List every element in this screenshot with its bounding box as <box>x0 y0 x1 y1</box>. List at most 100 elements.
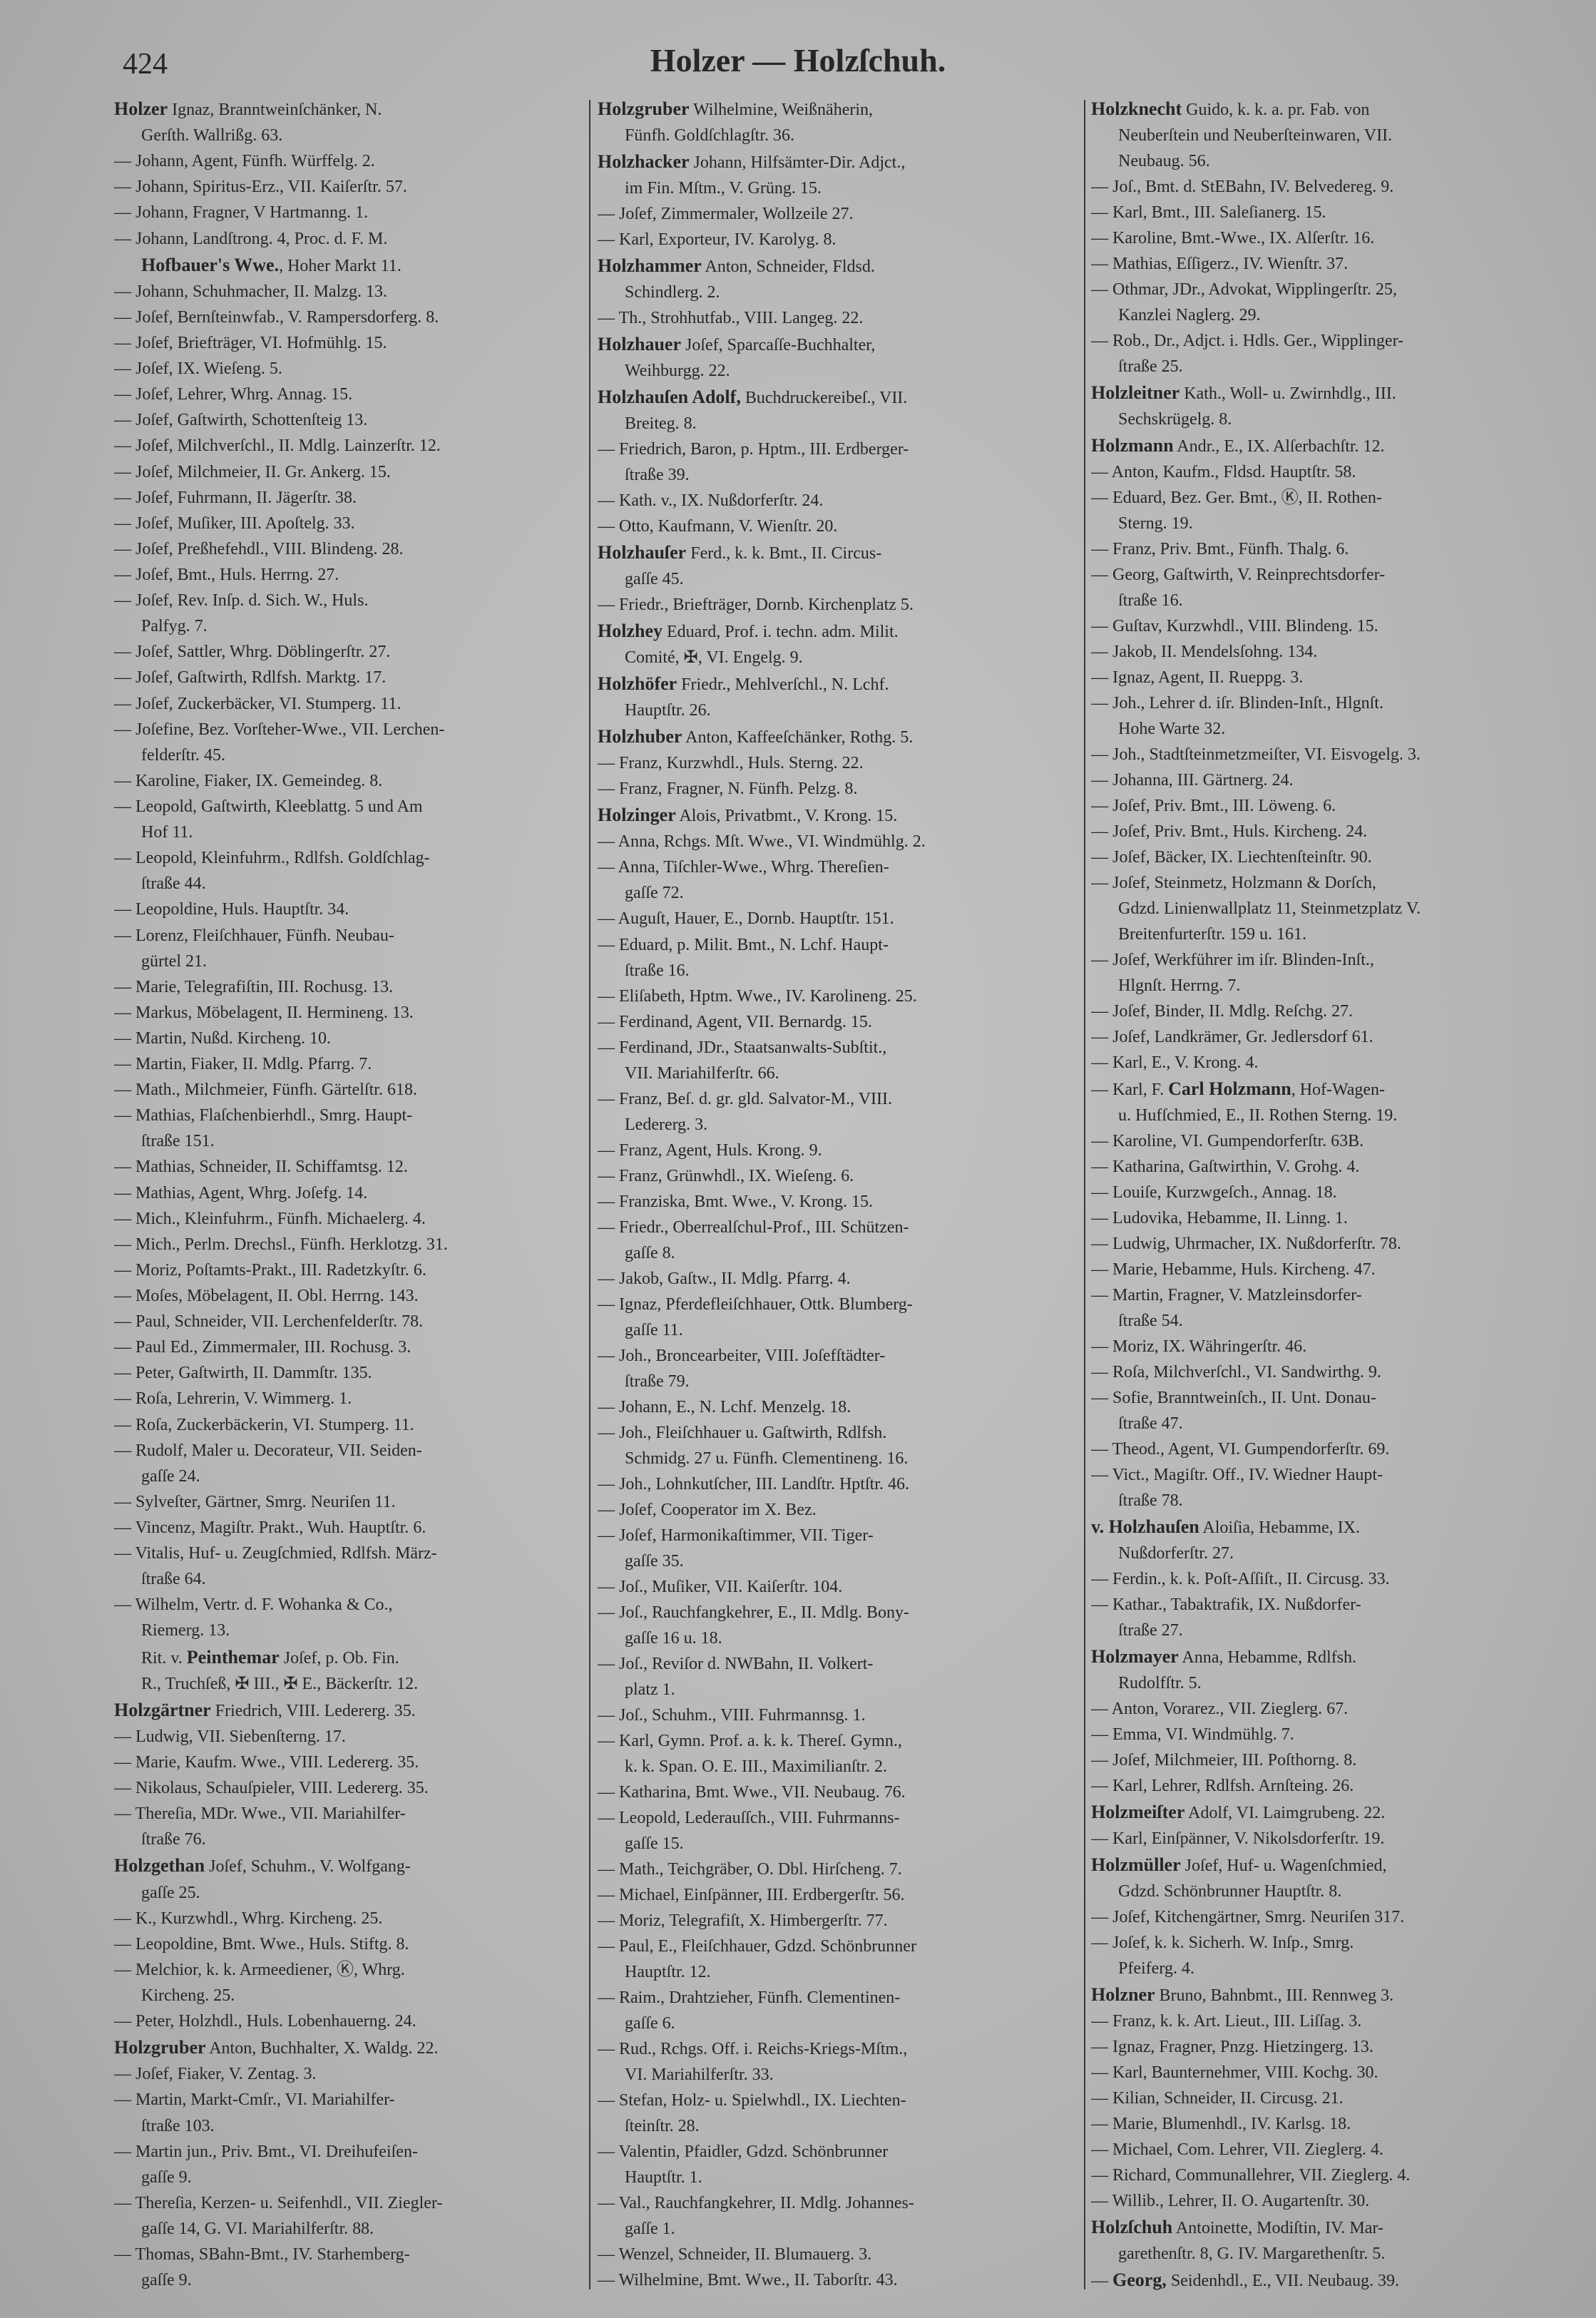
entry-details: , Hoher Markt 11. <box>279 256 401 275</box>
entry-details: , Hof-Wagen- <box>1291 1081 1386 1099</box>
directory-line: — Anna, Tiſchler-Wwe., Whrg. Thereſien- <box>598 858 889 877</box>
directory-line: — Michael, Einſpänner, III. Erdbergerſtr… <box>598 1886 905 1905</box>
directory-line: Holzgärtner Friedrich, VIII. Ledererg. 3… <box>114 1700 585 1722</box>
directory-line: — Karl, Bmt., III. Saleſianerg. 15. <box>1091 203 1326 222</box>
directory-line: — Joſef, Bmt., Huls. Herrng. 27. <box>114 565 339 584</box>
directory-line: — Othmar, JDr., Advokat, Wipplingerſtr. … <box>1091 280 1397 299</box>
directory-line: — Johann, Landſtrong. 4, Proc. d. F. M. <box>114 229 388 248</box>
column-2: Holzgruber Wilhelmine, Weißnäherin, Fünfh… <box>598 98 1080 2292</box>
directory-line: — Joſef, Gaſtwirth, Schottenſteig 13. <box>114 411 368 430</box>
directory-line: — Joſef, Bernſteinwfab., V. Rampersdorfe… <box>114 307 439 327</box>
directory-line: Gerſth. Wallrißg. 63. <box>141 126 283 145</box>
directory-line: — Mathias, Eſſigerz., IV. Wienſtr. 37. <box>1091 255 1349 273</box>
directory-line: — Ignaz, Pferdefleiſchhauer, Ottk. Blumb… <box>598 1295 913 1314</box>
directory-line: — Moſes, Möbelagent, II. Obl. Herrng. 14… <box>114 1287 419 1306</box>
directory-line: Pfeiferg. 4. <box>1118 1959 1195 1978</box>
entry-surname: Holzgruber <box>114 2037 206 2058</box>
entry-details: Friedr., Mehlverſchl., N. Lchf. <box>677 675 889 695</box>
directory-line: garethenſtr. 8, G. IV. Margarethenſtr. 5… <box>1118 2245 1386 2263</box>
directory-line: — Joh., Broncearbeiter, VIII. Joſefſtädt… <box>598 1346 886 1365</box>
directory-line: — Kathar., Tabaktrafik, IX. Nußdorfer- <box>1091 1595 1361 1614</box>
entry-surname: Carl Holzmann <box>1168 1078 1291 1099</box>
directory-line: — Joſef, Milchverſchl., II. Mdlg. Lainze… <box>114 436 441 456</box>
directory-line: Schmidg. 27 u. Fünfh. Clementineng. 16. <box>625 1449 909 1468</box>
directory-line: ſtraße 27. <box>1118 1621 1183 1640</box>
directory-line: Hof 11. <box>141 823 193 842</box>
directory-line: — Karl, Lehrer, Rdlfsh. Arnſteing. 26. <box>1091 1777 1354 1795</box>
directory-line: — Markus, Möbelagent, II. Hermineng. 13. <box>114 1003 414 1022</box>
directory-line: — Emma, VI. Windmühlg. 7. <box>1091 1725 1294 1744</box>
directory-line: gaſſe 9. <box>141 2168 192 2187</box>
entry-details: Anna, Hebamme, Rdlfsh. <box>1178 1648 1357 1667</box>
directory-line: — Martin, Markt-Cmſr., VI. Mariahilfer- <box>114 2090 395 2110</box>
directory-line: — Karoline, VI. Gumpendorferſtr. 63B. <box>1091 1132 1364 1150</box>
directory-line: Palfyg. 7. <box>141 617 208 636</box>
entry-details: Ferd., k. k. Bmt., II. Circus- <box>686 544 882 563</box>
directory-line: — Joſef, Werkführer im iſr. Blinden-Inſt… <box>1091 951 1374 969</box>
directory-line: gaſſe 9. <box>141 2271 192 2290</box>
directory-line: — Raim., Drahtzieher, Fünfh. Clementinen… <box>598 1988 901 2008</box>
directory-line: — Johann, Fragner, V Hartmanng. 1. <box>114 203 369 223</box>
entry-surname: Holzhauſer <box>598 542 687 563</box>
directory-line: — Roſa, Lehrerin, V. Wimmerg. 1. <box>114 1389 352 1409</box>
entry-details: Joſef, p. Ob. Fin. <box>279 1648 399 1668</box>
directory-line: — Willib., Lehrer, II. O. Augartenſtr. 3… <box>1091 2192 1370 2210</box>
directory-line: Holzmayer Anna, Hebamme, Rdlfsh. <box>1091 1646 1570 1668</box>
directory-line: Holzmeiſter Adolf, VI. Laimgrubeng. 22. <box>1091 1802 1570 1824</box>
directory-line: Hauptſtr. 26. <box>625 701 711 720</box>
directory-line: — Joſef, Preßhefehdl., VIII. Blindeng. 2… <box>114 539 404 558</box>
directory-line: — Johann, Agent, Fünfh. Würffelg. 2. <box>114 152 375 171</box>
directory-line: — Friedr., Oberrealſchul-Prof., III. Sch… <box>598 1217 909 1237</box>
entry-surname: Holzgethan <box>114 1855 205 1877</box>
entry-surname: Holzhuber <box>598 726 682 747</box>
directory-line: Weihburgg. 22. <box>625 362 730 381</box>
directory-line: — Leopoldine, Bmt. Wwe., Huls. Stiftg. 8… <box>114 1934 409 1954</box>
directory-line: gaſſe 6. <box>625 2014 675 2033</box>
directory-line: Holzhauſer Ferd., k. k. Bmt., II. Circus… <box>598 542 1080 564</box>
column-3: Holzknecht Guido, k. k. a. pr. Fab. von N… <box>1091 98 1570 2292</box>
directory-line: platz 1. <box>625 1680 675 1699</box>
directory-line: — Rudolf, Maler u. Decorateur, VII. Seid… <box>114 1441 422 1460</box>
directory-line: gaſſe 14, G. VI. Mariahilferſtr. 88. <box>141 2219 374 2238</box>
directory-line: ſtraße 16. <box>625 961 690 980</box>
directory-line: Riemerg. 13. <box>141 1621 230 1640</box>
directory-line: — Th., Strohhutfab., VIII. Langeg. 22. <box>598 309 864 328</box>
directory-line: — Joſef, Rev. Inſp. d. Sich. W., Huls. <box>114 591 369 611</box>
entry-details: Anton, Schneider, Fldsd. <box>701 257 875 277</box>
entry-surname: Holzgruber <box>598 98 690 119</box>
directory-line: — Marie, Hebamme, Huls. Kircheng. 47. <box>1091 1260 1376 1279</box>
directory-line: — Joh., Lehrer d. iſr. Blinden-Inſt., Hl… <box>1091 694 1383 713</box>
directory-line: — Rud., Rchgs. Off. i. Reichs-Kriegs-Mſt… <box>598 2040 908 2059</box>
directory-line: felderſtr. 45. <box>141 745 225 765</box>
directory-line: — Sylveſter, Gärtner, Smrg. Neuriſen 11. <box>114 1492 396 1511</box>
directory-line: — Joſef, Bäcker, IX. Liechtenſteinſtr. 9… <box>1091 848 1372 867</box>
directory-line: — Valentin, Pfaidler, Gdzd. Schönbrunner <box>598 2143 889 2162</box>
directory-line: — Jakob, II. Mendelsſohng. 134. <box>1091 643 1318 661</box>
directory-line: — Vitalis, Huf- u. Zeugſchmied, Rdlfsh. … <box>114 1544 437 1563</box>
directory-line: k. k. Span. O. E. III., Maximilianſtr. 2… <box>625 1757 887 1776</box>
directory-line: — Mich., Perlm. Drechsl., Fünfh. Herklot… <box>114 1235 448 1254</box>
entry-surname: Holzmayer <box>1091 1646 1179 1667</box>
directory-line: gaſſe 11. <box>625 1320 683 1339</box>
entry-surname: Holzleitner <box>1091 382 1180 403</box>
directory-line: — Joſef, Lehrer, Whrg. Annag. 15. <box>114 385 353 404</box>
directory-line: — Karl, F. Carl Holzmann, Hof-Wagen- <box>1091 1078 1570 1101</box>
entry-surname: Holzknecht <box>1091 98 1182 119</box>
directory-line: — Paul, E., Fleiſchhauer, Gdzd. Schönbru… <box>598 1937 916 1956</box>
directory-line: VI. Mariahilferſtr. 33. <box>625 2066 774 2085</box>
directory-line: Holzgruber Anton, Buchhalter, X. Waldg. … <box>114 2037 585 2059</box>
entry-details: Guido, k. k. a. pr. Fab. von <box>1182 101 1370 119</box>
entry-details: Antoinette, Modiſtin, IV. Mar- <box>1172 2219 1383 2237</box>
entry-details: Anton, Buchhalter, X. Waldg. 22. <box>205 2039 439 2058</box>
directory-line: — Joſef, Binder, II. Mdlg. Reſchg. 27. <box>1091 1002 1353 1021</box>
entry-prefix: Rit. v. <box>141 1648 187 1668</box>
directory-line: ſtraße 54. <box>1118 1312 1183 1330</box>
directory-line: — Marie, Telegrafiſtin, III. Rochusg. 13… <box>114 977 394 996</box>
column-1: Holzer Ignaz, Branntweinſchänker, N. Gerſ… <box>114 98 585 2292</box>
directory-line: — Karl, Baunternehmer, VIII. Kochg. 30. <box>1091 2063 1378 2082</box>
entry-surname: Holzhey <box>598 621 663 642</box>
entry-details: Wilhelmine, Weißnäherin, <box>689 101 874 119</box>
directory-line: — Louiſe, Kurzwgeſch., Annag. 18. <box>1091 1183 1337 1202</box>
directory-line: Sechskrügelg. 8. <box>1118 410 1232 429</box>
directory-line: — Marie, Blumenhdl., IV. Karlsg. 18. <box>1091 2115 1351 2133</box>
